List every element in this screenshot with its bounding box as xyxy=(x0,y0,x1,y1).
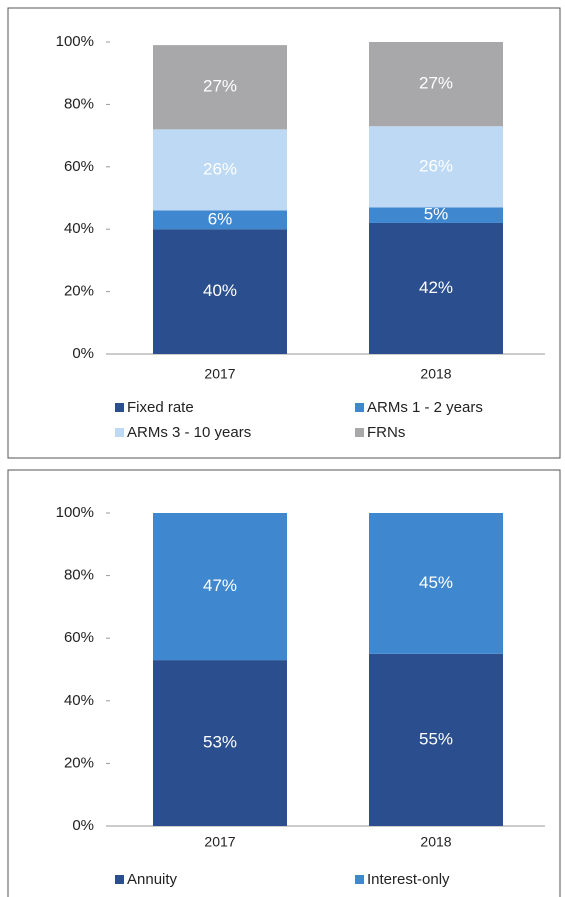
bar-segment xyxy=(369,207,503,223)
legend-swatch xyxy=(355,875,364,884)
y-tick-label: 80% xyxy=(64,95,94,112)
y-tick-label: 60% xyxy=(64,629,94,646)
data-label: 47% xyxy=(203,576,237,595)
x-tick-label: 2018 xyxy=(420,834,451,850)
y-tick-label: 40% xyxy=(64,692,94,709)
y-tick-label: 100% xyxy=(56,33,94,50)
x-tick-label: 2017 xyxy=(204,366,235,382)
legend-swatch xyxy=(355,403,364,412)
bar-segment xyxy=(369,42,503,127)
data-label: 26% xyxy=(419,156,453,175)
bar-segment xyxy=(369,653,503,826)
y-tick-label: 20% xyxy=(64,754,94,771)
panel-frame xyxy=(7,469,561,897)
y-tick-label: 100% xyxy=(56,504,94,521)
legend-label: Interest-only xyxy=(367,871,450,888)
legend-swatch xyxy=(115,428,124,437)
legend-label: Fixed rate xyxy=(127,399,194,416)
y-tick-label: 20% xyxy=(64,283,94,300)
legend-swatch xyxy=(115,875,124,884)
data-label: 55% xyxy=(419,729,453,748)
y-tick-label: 0% xyxy=(72,817,94,834)
data-label: 45% xyxy=(419,573,453,592)
bar-segment xyxy=(153,660,287,826)
x-tick-label: 2018 xyxy=(420,366,451,382)
bar-segment xyxy=(153,210,287,230)
data-label: 27% xyxy=(203,77,237,96)
y-tick-label: 0% xyxy=(72,345,94,362)
legend-label: ARMs 3 - 10 years xyxy=(127,424,251,441)
data-label: 27% xyxy=(419,74,453,93)
data-label: 40% xyxy=(203,281,237,300)
legend-swatch xyxy=(355,428,364,437)
data-label: 42% xyxy=(419,278,453,297)
bar-segment xyxy=(153,229,287,354)
bar-segment xyxy=(153,513,287,661)
legend-label: ARMs 1 - 2 years xyxy=(367,399,483,416)
bar-segment xyxy=(369,513,503,654)
data-label: 6% xyxy=(208,209,233,228)
panel-frame xyxy=(7,7,561,459)
y-tick-label: 40% xyxy=(64,220,94,237)
legend-label: Annuity xyxy=(127,871,178,888)
bar-segment xyxy=(153,45,287,130)
bar-segment xyxy=(369,126,503,208)
data-label: 53% xyxy=(203,733,237,752)
data-label: 26% xyxy=(203,159,237,178)
legend-swatch xyxy=(115,403,124,412)
bar-segment xyxy=(369,222,503,354)
data-label: 5% xyxy=(424,205,449,224)
legend-label: FRNs xyxy=(367,424,405,441)
x-tick-label: 2017 xyxy=(204,834,235,850)
bar-segment xyxy=(153,129,287,211)
y-tick-label: 60% xyxy=(64,158,94,175)
y-tick-label: 80% xyxy=(64,567,94,584)
